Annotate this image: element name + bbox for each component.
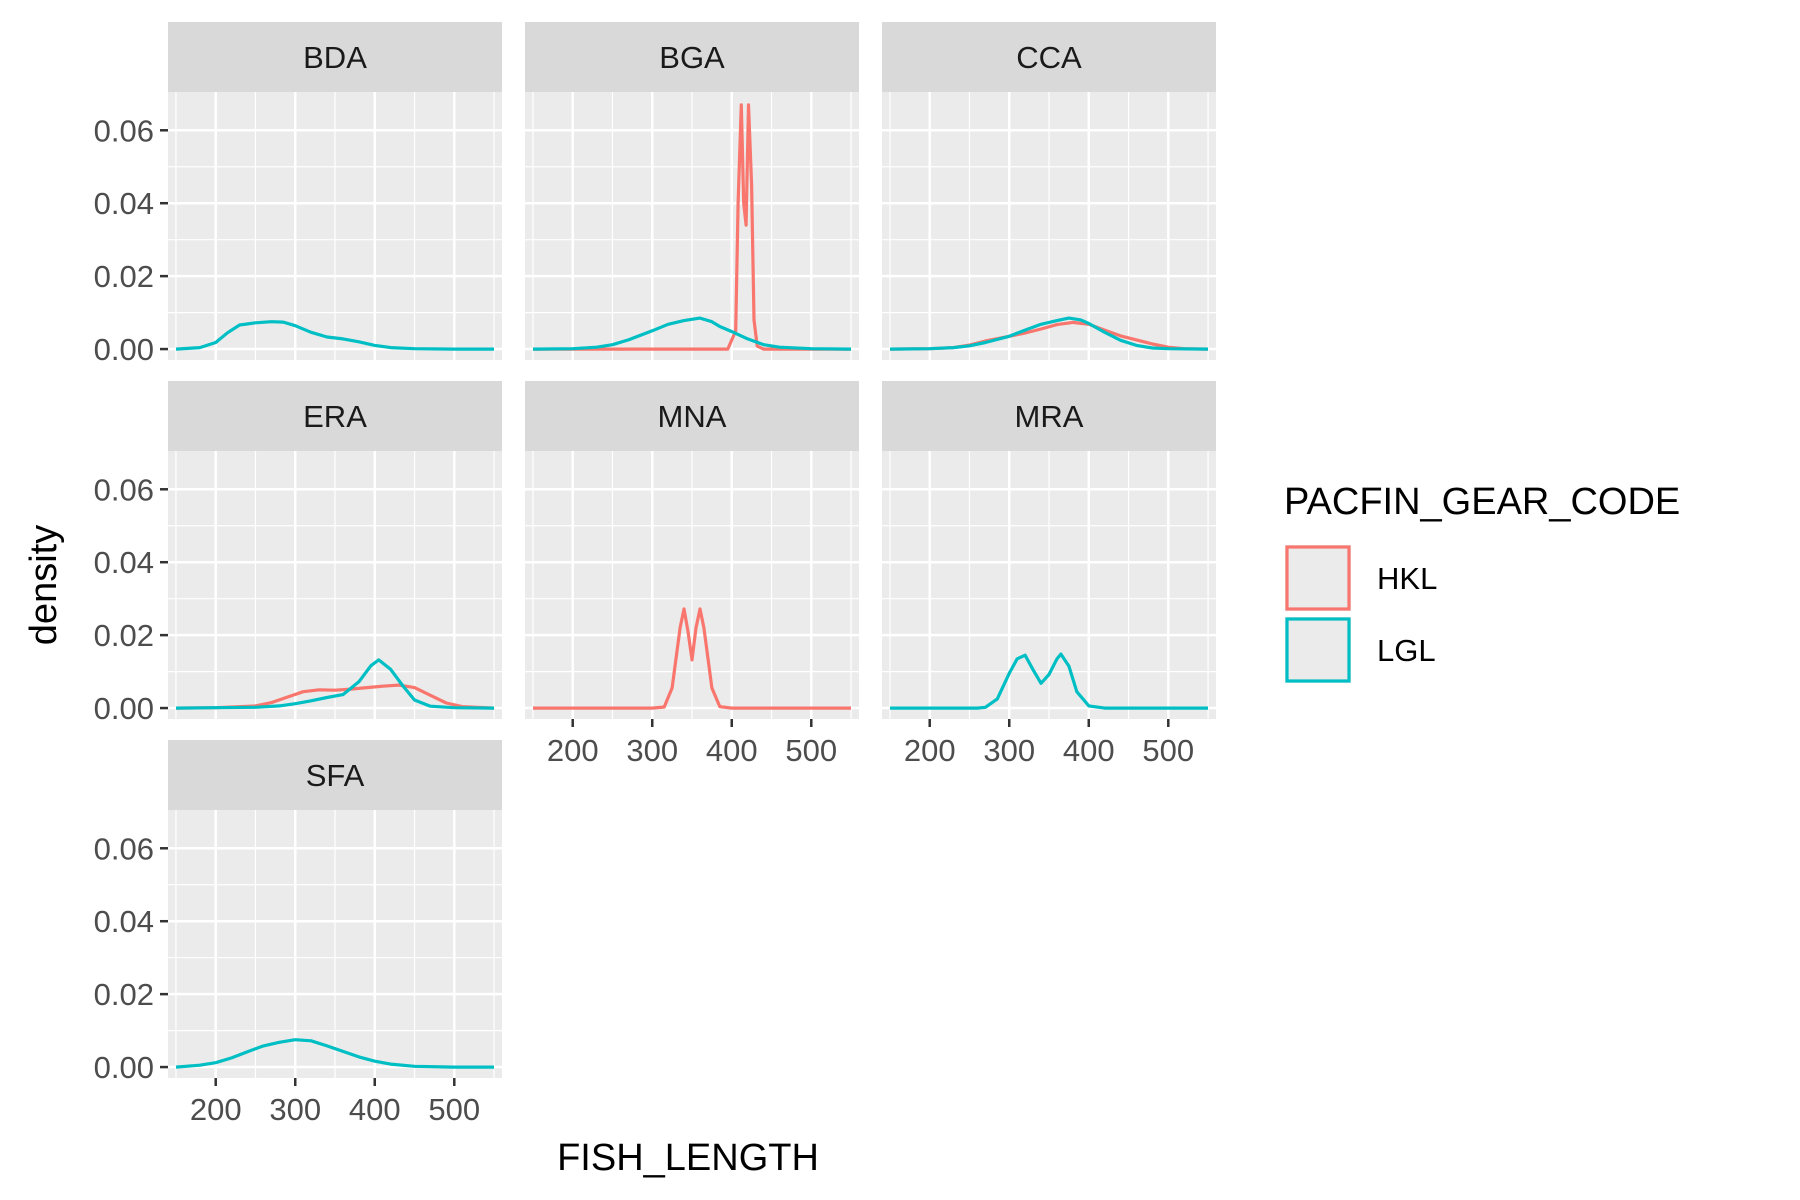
legend-label-lgl: LGL: [1377, 633, 1436, 668]
density-line-lgl: [889, 316, 1209, 351]
x-tick-label: 200: [904, 733, 956, 768]
density-line-hkl: [533, 607, 851, 710]
y-tick-label: 0.06: [94, 113, 154, 148]
facet-strip: [525, 381, 859, 451]
y-tick-label: 0.04: [94, 545, 154, 580]
legend-key-background: [1285, 545, 1351, 611]
facet-label: BDA: [303, 40, 367, 75]
y-tick-label: 0.06: [94, 472, 154, 507]
density-line-lgl: [890, 652, 1208, 710]
facet-bga: BGA: [525, 22, 859, 360]
x-tick-label: 400: [1063, 733, 1115, 768]
facet-label: BGA: [659, 40, 725, 75]
facet-label: MRA: [1015, 399, 1084, 434]
y-axis-title: density: [23, 525, 65, 645]
facet-strip: [168, 22, 502, 92]
x-tick-label: 500: [785, 733, 837, 768]
legend-key-hkl: [1285, 545, 1351, 611]
density-line-lgl: [175, 320, 494, 351]
x-tick-label: 300: [983, 733, 1035, 768]
x-tick-label: 400: [349, 1092, 401, 1127]
y-tick-label: 0.06: [94, 831, 154, 866]
y-tick-label: 0.00: [94, 332, 154, 367]
y-tick-label: 0.02: [94, 259, 154, 294]
facet-strip: [882, 22, 1216, 92]
y-tick-label: 0.04: [94, 904, 154, 939]
x-tick-label: 300: [626, 733, 678, 768]
facet-label: SFA: [306, 758, 365, 793]
facet-panels: BDA 0.00 0.02 0.04 0.06 BGA CCA ERA 0.00 0.02 0.04…: [94, 22, 1216, 1127]
density-line-hkl: [533, 103, 851, 351]
x-tick-label: 200: [547, 733, 599, 768]
x-tick-label: 400: [706, 733, 758, 768]
facet-sfa: SFA 0.00 0.02 0.04 0.06 200 300 400 500: [94, 740, 502, 1127]
x-tick-label: 500: [428, 1092, 480, 1127]
facet-strip: [168, 740, 502, 810]
facet-strip: [882, 381, 1216, 451]
facet-label: MNA: [658, 399, 727, 434]
density-line-lgl: [175, 658, 495, 710]
legend-title: PACFIN_GEAR_CODE: [1284, 481, 1680, 523]
legend-key-lgl: [1285, 617, 1351, 683]
facet-cca: CCA: [882, 22, 1216, 360]
facet-era: ERA 0.00 0.02 0.04 0.06: [94, 381, 502, 726]
y-tick-label: 0.04: [94, 186, 154, 221]
x-axis-title: FISH_LENGTH: [557, 1137, 819, 1179]
facet-strip: [525, 22, 859, 92]
facet-label: ERA: [303, 399, 367, 434]
facet-mra: MRA 200 300 400 500: [882, 381, 1216, 768]
density-line-lgl: [532, 316, 852, 351]
x-tick-label: 500: [1142, 733, 1194, 768]
legend-label-hkl: HKL: [1377, 561, 1437, 596]
density-line-lgl: [175, 1038, 494, 1069]
legend-items: HKL LGL: [1285, 545, 1437, 683]
x-tick-label: 300: [269, 1092, 321, 1127]
facet-bda: BDA 0.00 0.02 0.04 0.06: [94, 22, 502, 367]
y-tick-label: 0.02: [94, 977, 154, 1012]
y-tick-label: 0.00: [94, 1050, 154, 1085]
legend-key-background: [1285, 617, 1351, 683]
facet-label: CCA: [1016, 40, 1082, 75]
legend: PACFIN_GEAR_CODE HKL LGL: [1284, 481, 1680, 683]
y-tick-label: 0.00: [94, 691, 154, 726]
facet-strip: [168, 381, 502, 451]
x-tick-label: 200: [190, 1092, 242, 1127]
facet-mna: MNA 200 300 400 500: [525, 381, 859, 768]
y-tick-label: 0.02: [94, 618, 154, 653]
